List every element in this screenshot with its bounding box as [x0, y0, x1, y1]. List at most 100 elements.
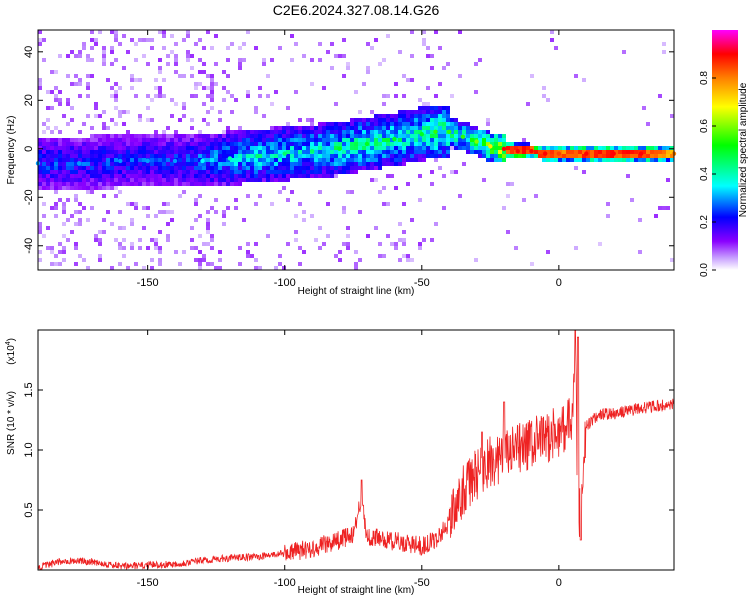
spectrogram-cell: [126, 182, 130, 186]
spectrogram-cell: [270, 146, 274, 150]
spectrogram-cell: [158, 134, 162, 138]
spectrogram-cell: [278, 166, 282, 170]
spectrogram-cell: [214, 34, 218, 38]
spectrogram-cell: [94, 238, 98, 242]
spectrogram-cell: [426, 102, 430, 106]
spectrogram-cell: [350, 190, 354, 194]
spectrogram-cell: [122, 142, 126, 146]
spectrogram-cell: [62, 158, 66, 162]
spectrogram-cell: [226, 158, 230, 162]
spectrogram-cell: [318, 142, 322, 146]
spectrogram-cell: [134, 138, 138, 142]
spectrogram-cell: [202, 146, 206, 150]
spectrogram-cell: [582, 146, 586, 150]
spectrogram-cell: [50, 106, 54, 110]
spectrogram-cell: [182, 190, 186, 194]
spectrogram-cell: [390, 138, 394, 142]
spectrogram-cell: [194, 162, 198, 166]
spectrogram-cell: [258, 178, 262, 182]
spectrogram-cell: [82, 142, 86, 146]
spectrogram-cell: [106, 150, 110, 154]
spectrogram-cell: [346, 154, 350, 158]
spectrogram-cell: [190, 138, 194, 142]
spectrogram-cell: [386, 146, 390, 150]
spectrogram-cell: [662, 42, 666, 46]
spectrogram-cell: [462, 146, 466, 150]
spectrogram-cell: [202, 142, 206, 146]
spectrogram-cell: [198, 154, 202, 158]
spectrogram-cell: [282, 166, 286, 170]
spectrogram-cell: [278, 126, 282, 130]
spectrogram-cell: [230, 158, 234, 162]
spectrogram-cell: [482, 130, 486, 134]
spectrogram-cell: [154, 214, 158, 218]
spectrogram-cell: [290, 34, 294, 38]
spectrogram-cell: [438, 138, 442, 142]
spectrogram-cell: [138, 162, 142, 166]
spectrogram-cell: [102, 150, 106, 154]
spectrogram-cell: [326, 166, 330, 170]
spectrogram-cell: [210, 170, 214, 174]
spectrogram-cell: [198, 250, 202, 254]
spectrogram-cell: [342, 38, 346, 42]
spectrogram-cell: [218, 178, 222, 182]
spectrogram-cell: [70, 162, 74, 166]
spectrogram-cell: [278, 46, 282, 50]
spectrogram-cell: [142, 162, 146, 166]
spectrogram-cell: [194, 82, 198, 86]
spectrogram-cell: [282, 154, 286, 158]
spectrogram-cell: [90, 38, 94, 42]
spectrogram-cell: [166, 174, 170, 178]
spectrogram-cell: [370, 130, 374, 134]
spectrogram-cell: [58, 250, 62, 254]
spectrogram-cell: [170, 146, 174, 150]
spectrogram-cell: [226, 146, 230, 150]
spectrogram-cell: [598, 146, 602, 150]
spectrogram-cell: [362, 126, 366, 130]
spectrogram-cell: [414, 110, 418, 114]
spectrogram-cell: [86, 162, 90, 166]
colorbar-label: Normalized spectral amplitude: [738, 82, 749, 217]
spectrogram-cell: [98, 30, 102, 34]
spectrogram-cell: [158, 142, 162, 146]
spectrogram-cell: [170, 158, 174, 162]
spectrogram-cell: [422, 42, 426, 46]
spectrogram-cell: [606, 158, 610, 162]
spectrogram-cell: [194, 138, 198, 142]
spectrogram-cell: [262, 154, 266, 158]
spectrogram-cell: [186, 146, 190, 150]
spectrogram-cell: [294, 90, 298, 94]
spectrogram-cell: [158, 174, 162, 178]
spectrogram-cell: [158, 94, 162, 98]
spectrogram-cell: [126, 146, 130, 150]
spectrogram-cell: [230, 170, 234, 174]
spectrogram-cell: [250, 142, 254, 146]
spectrogram-cell: [290, 158, 294, 162]
spectrogram-cell: [254, 166, 258, 170]
spectrogram-cell: [410, 118, 414, 122]
spectrogram-cell: [66, 122, 70, 126]
spectrogram-cell: [326, 150, 330, 154]
spectrogram-cell: [270, 102, 274, 106]
spectrogram-cell: [178, 194, 182, 198]
spectrogram-cell: [178, 146, 182, 150]
spectrogram-cell: [422, 154, 426, 158]
spectrogram-cell: [490, 142, 494, 146]
spectrogram-cell: [210, 82, 214, 86]
spectrogram-cell: [506, 146, 510, 150]
spectrogram-cell: [318, 134, 322, 138]
spectrogram-cell: [458, 146, 462, 150]
spectrogram-cell: [402, 134, 406, 138]
spectrogram-cell: [230, 150, 234, 154]
spectrogram-cell: [306, 154, 310, 158]
spectrogram-cell: [54, 166, 58, 170]
spectrogram-cell: [62, 222, 66, 226]
spectrogram-cell: [358, 142, 362, 146]
spectrogram-cell: [606, 146, 610, 150]
spectrogram-cell: [86, 146, 90, 150]
spectrogram-cell: [350, 150, 354, 154]
spectrogram-cell: [310, 134, 314, 138]
svg-text:(x104): (x104): [5, 338, 17, 365]
spectrogram-cell: [454, 118, 458, 122]
spectrogram-cell: [110, 150, 114, 154]
